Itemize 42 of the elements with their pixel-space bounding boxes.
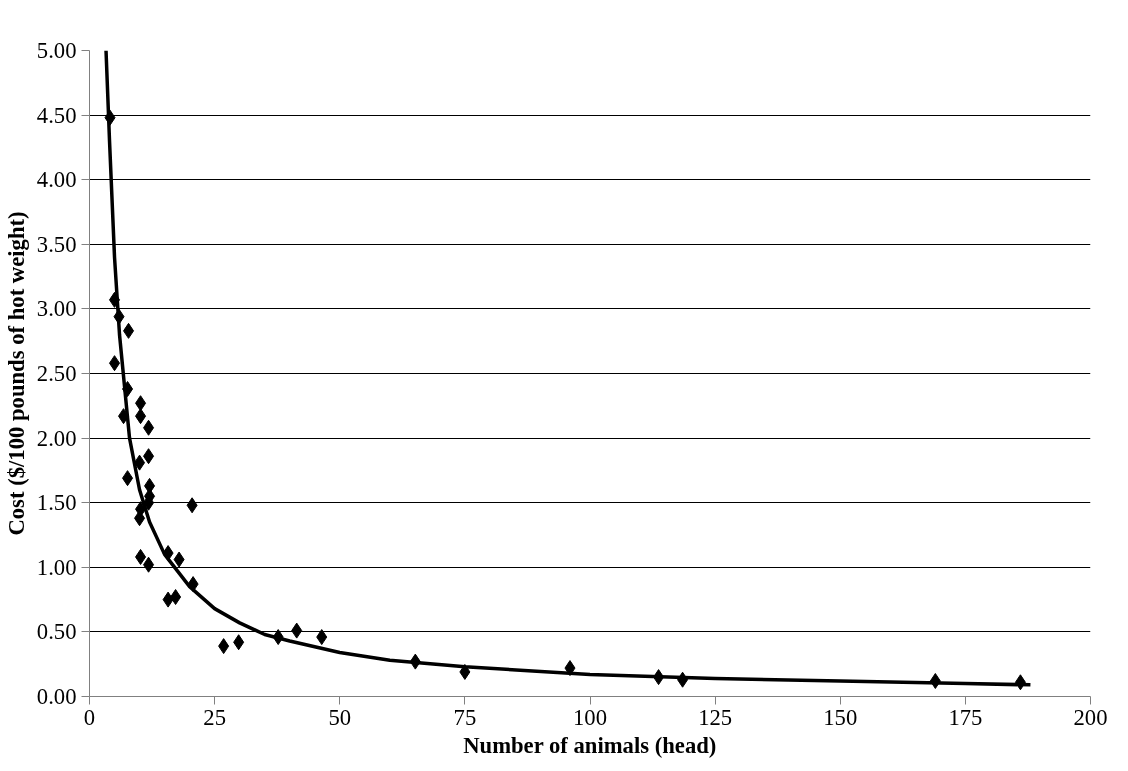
y-tick-label: 0.00 xyxy=(36,684,77,709)
y-tick-label: 4.00 xyxy=(36,167,77,193)
y-tick-label: 5.00 xyxy=(36,38,77,63)
y-tick-label: 2.00 xyxy=(36,425,77,451)
point xyxy=(134,454,146,471)
x-tick-label: 125 xyxy=(698,704,733,730)
x-tick-label: 25 xyxy=(203,704,226,730)
point xyxy=(162,591,174,608)
y-tick-label: 2.50 xyxy=(36,361,77,386)
point xyxy=(135,395,147,412)
y-tick-label: 1.00 xyxy=(36,554,77,580)
x-tick-label: 75 xyxy=(453,704,477,730)
point xyxy=(143,448,155,465)
point xyxy=(170,589,182,606)
y-tick-label: 3.00 xyxy=(36,296,77,322)
point xyxy=(233,634,245,651)
x-tick-label: 50 xyxy=(328,704,352,730)
x-tick-label: 150 xyxy=(823,704,858,730)
y-axis-title: Cost ($/100 pounds of hot weight) xyxy=(3,211,29,536)
point xyxy=(135,548,147,565)
x-axis-title: Number of animals (head) xyxy=(463,732,717,758)
point xyxy=(186,497,198,514)
y-tick-label: 4.50 xyxy=(36,102,77,128)
point xyxy=(143,556,155,573)
point xyxy=(291,622,303,639)
y-tick-label: 1.50 xyxy=(36,490,77,516)
point xyxy=(109,355,121,372)
point xyxy=(316,629,328,646)
x-tick-label: 200 xyxy=(1073,704,1108,730)
y-tick-label: 3.50 xyxy=(36,231,77,257)
point xyxy=(218,638,230,655)
point xyxy=(459,663,471,680)
point xyxy=(122,470,134,487)
point xyxy=(173,551,185,568)
point xyxy=(143,419,155,436)
point xyxy=(135,408,147,425)
y-tick-label: 0.50 xyxy=(36,619,77,645)
x-tick-label: 175 xyxy=(948,704,983,730)
point xyxy=(123,322,135,339)
x-tick-label: 100 xyxy=(573,704,607,730)
point xyxy=(134,510,146,527)
x-tick-label: 0 xyxy=(83,704,96,730)
